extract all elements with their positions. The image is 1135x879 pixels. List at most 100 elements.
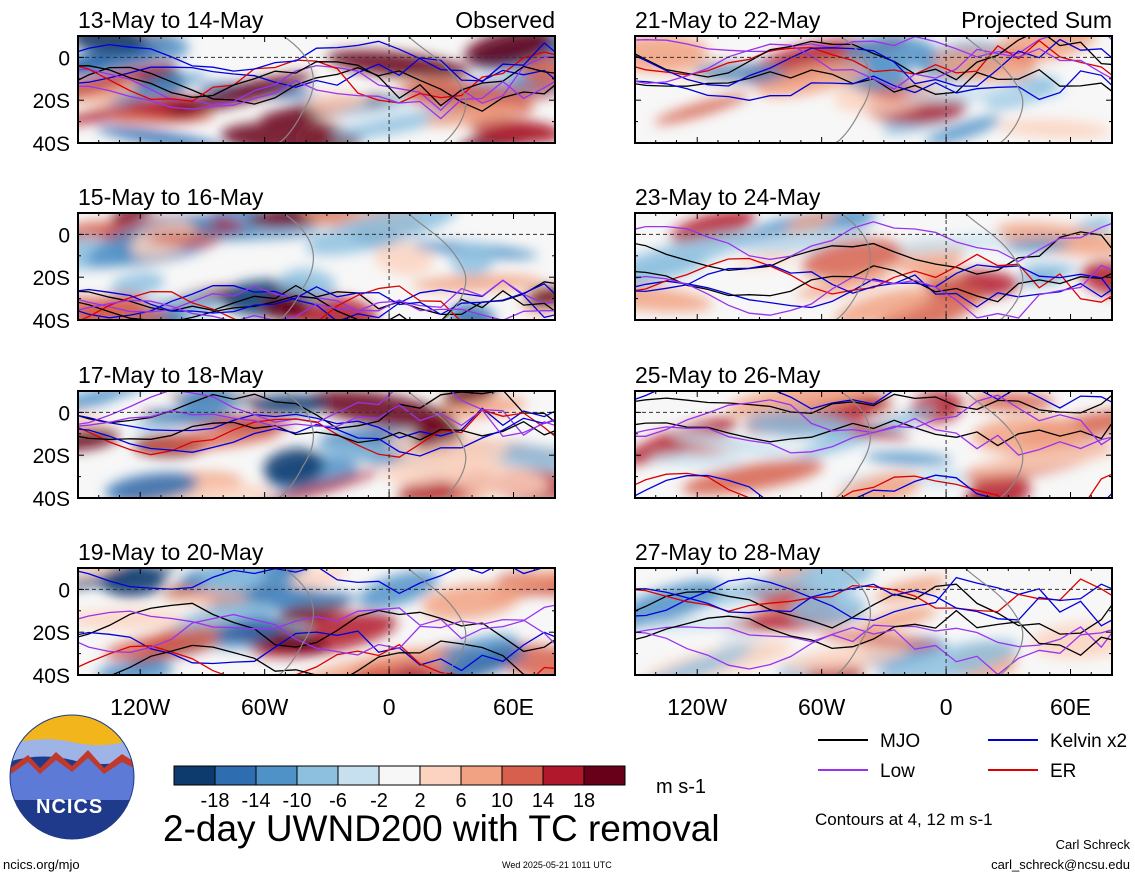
anomaly-blob <box>451 242 495 277</box>
panel-0-0: 13-May to 14-May Observed 0 20S 40S <box>33 7 556 156</box>
colorbar: -18 -14 -10 -6 -2 2 6 10 14 18 <box>173 765 626 812</box>
anomaly-blob <box>865 451 952 466</box>
anomaly-blob <box>1020 262 1078 276</box>
y-tick-label: 0 <box>58 579 70 602</box>
contour-line <box>78 417 555 457</box>
contour-line <box>635 264 1112 319</box>
x-tick-label: 60W <box>798 694 846 720</box>
contour-note: Contours at 4, 12 m s-1 <box>815 810 993 829</box>
colorbar-tick-label: -10 <box>283 790 312 812</box>
anomaly-blob <box>383 437 508 486</box>
anomaly-blob <box>411 274 543 292</box>
colorbar-tick-label: 10 <box>491 790 513 812</box>
footer-author: Carl Schreck <box>1055 837 1130 852</box>
anomaly-blob <box>354 664 398 675</box>
y-tick-label: 20S <box>33 267 70 290</box>
contour-line <box>635 391 1112 410</box>
contour-line <box>635 70 1112 101</box>
contour-line <box>635 394 1112 446</box>
panel-date-label: 17-May to 18-May <box>78 362 264 388</box>
contour-line <box>635 626 1112 675</box>
footer-timestamp: Wed 2025-05-21 1011 UTC <box>502 860 612 870</box>
column-label: Projected Sum <box>961 7 1112 33</box>
y-tick-label: 40S <box>33 665 70 688</box>
contour-line <box>635 583 1112 621</box>
contour-line <box>635 393 1112 415</box>
panel-date-label: 15-May to 16-May <box>78 184 264 210</box>
panel-frame <box>77 35 556 144</box>
coastline-africa <box>407 568 467 675</box>
colorbar-unit: m s-1 <box>656 776 706 798</box>
panel-date-label: 27-May to 28-May <box>635 539 821 565</box>
footer-email[interactable]: carl_schreck@ncsu.edu <box>991 857 1130 872</box>
panel-frame <box>634 35 1113 144</box>
anomaly-blob <box>875 639 1019 675</box>
anomaly-blob <box>965 474 1031 498</box>
colorbar-swatch <box>378 765 421 786</box>
colorbar-tick-label: -18 <box>201 790 230 812</box>
contour-line <box>78 404 555 438</box>
coastline-africa <box>407 36 467 143</box>
anomaly-blob <box>864 235 1018 256</box>
x-tick-label: 60E <box>1050 694 1091 720</box>
anomaly-blob <box>96 125 227 143</box>
anomaly-blob <box>305 213 457 256</box>
colorbar-tick-label: 14 <box>532 790 554 812</box>
anomaly-blob <box>105 472 199 498</box>
panel-frame <box>77 390 556 499</box>
contour-line <box>78 407 555 439</box>
colorbar-tick-label: -6 <box>329 790 347 812</box>
colorbar-swatch <box>173 765 216 786</box>
coastline-south-america <box>277 213 314 320</box>
contour-line <box>78 289 555 320</box>
contour-line <box>78 630 555 672</box>
anomaly-blob <box>635 231 754 281</box>
contour-line <box>78 61 555 107</box>
anomaly-blob <box>649 453 746 467</box>
anomaly-blob <box>654 93 749 125</box>
x-tick-label: 120W <box>667 694 727 720</box>
column-label: Observed <box>455 7 555 33</box>
contour-line <box>110 640 555 675</box>
colorbar-swatch <box>501 765 544 786</box>
legend: MJO Kelvin x2 Low ER <box>818 731 1127 782</box>
contour-line <box>78 613 555 656</box>
contour-line <box>78 56 555 112</box>
anomaly-blob <box>682 459 824 496</box>
coastline-south-america <box>834 391 871 498</box>
colorbar-swatch <box>460 765 503 786</box>
colorbar-tick-label: 2 <box>414 790 425 812</box>
contour-line <box>635 419 1112 447</box>
contour-line <box>78 604 555 640</box>
contour-line <box>78 391 555 429</box>
x-tick-label: 120W <box>110 694 170 720</box>
legend-label: Kelvin x2 <box>1050 731 1127 752</box>
contour-line <box>635 472 1112 498</box>
coastline-africa <box>964 391 1024 498</box>
contour-line <box>635 39 1112 77</box>
contour-line <box>635 253 1112 303</box>
anomaly-blob <box>635 283 713 312</box>
contour-line <box>78 283 555 316</box>
legend-label: ER <box>1050 761 1076 782</box>
anomaly-blob <box>726 391 881 417</box>
contour-line <box>635 43 1112 90</box>
anomaly-blob <box>899 86 1036 103</box>
coastline-south-america <box>277 568 314 675</box>
colorbar-swatch <box>583 765 626 786</box>
panel-date-label: 21-May to 22-May <box>635 7 821 33</box>
x-tick-label: 0 <box>383 694 396 720</box>
y-tick-label: 40S <box>33 488 70 511</box>
x-tick-label: 60W <box>241 694 289 720</box>
coastline-africa <box>964 36 1024 143</box>
anomaly-blob <box>492 568 555 592</box>
panel-1-1: 23-May to 24-May <box>634 184 1113 321</box>
y-tick-label: 40S <box>33 310 70 333</box>
colorbar-tick-label: 6 <box>455 790 466 812</box>
contour-line <box>635 36 1112 81</box>
footer-url[interactable]: ncics.org/mjo <box>3 857 80 872</box>
coastline-africa <box>407 213 467 320</box>
x-tick-label: 0 <box>940 694 953 720</box>
contour-line <box>78 79 555 120</box>
contour-line <box>635 609 1112 656</box>
